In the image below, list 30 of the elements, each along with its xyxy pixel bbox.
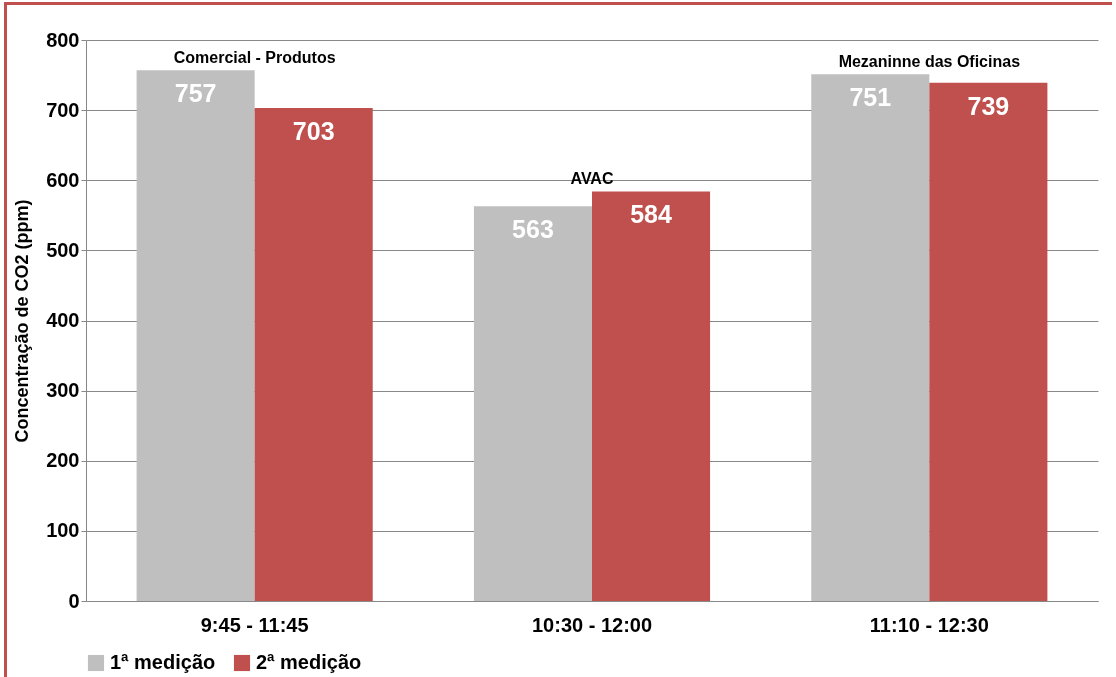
y-tick-label: 100 <box>46 519 80 542</box>
bar <box>811 74 930 601</box>
annotation: Mezaninne das Oficinas <box>838 53 1021 71</box>
bar <box>592 191 711 601</box>
data-label: 757 <box>174 79 217 108</box>
data-label: 751 <box>849 83 892 112</box>
data-label: 584 <box>630 200 672 229</box>
y-tick-label: 400 <box>46 309 80 331</box>
data-label: 703 <box>292 117 335 146</box>
y-tick-label: 0 <box>68 589 80 612</box>
x-tick-label: 11:10 - 12:30 <box>869 613 989 636</box>
legend-label: 1ª medição <box>110 651 216 673</box>
bar <box>136 70 255 601</box>
y-tick-label: 800 <box>46 28 80 51</box>
y-axis-title: Concentração de CO2 (ppm) <box>12 199 33 443</box>
y-tick-label: 200 <box>46 449 80 472</box>
y-tick-label: 300 <box>46 379 80 402</box>
x-tick-label: 9:45 - 11:45 <box>200 613 309 636</box>
y-tick-label: 700 <box>46 98 80 121</box>
bar <box>473 206 592 601</box>
annotation: AVAC <box>570 170 614 188</box>
y-tick-label: 600 <box>46 168 80 191</box>
annotation: Comercial - Produtos <box>173 49 336 67</box>
legend-label: 2ª medição <box>256 651 362 673</box>
bar <box>254 108 373 601</box>
bar <box>929 82 1048 601</box>
data-label: 563 <box>512 215 554 244</box>
data-label: 739 <box>967 91 1010 120</box>
x-tick-label: 10:30 - 12:00 <box>531 613 653 636</box>
y-tick-label: 500 <box>46 238 80 261</box>
